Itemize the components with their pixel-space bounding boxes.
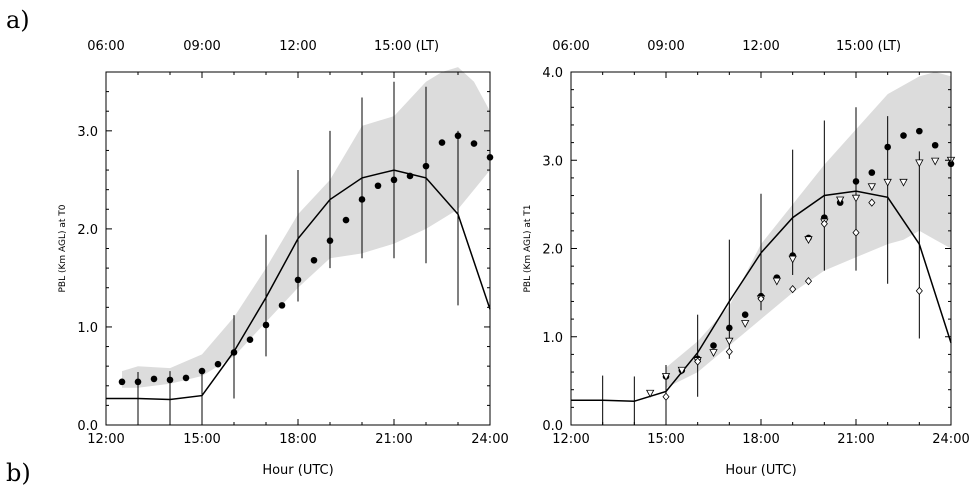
data-point-circle	[294, 276, 302, 284]
y-tick-label: 2.0	[77, 223, 98, 238]
x-tick-label: 15:00	[647, 432, 684, 447]
data-point-circle	[916, 127, 923, 135]
x-tick-label: 21:00	[837, 432, 874, 447]
top-axis-tick-label: 15:00 (LT)	[374, 39, 439, 54]
data-point-diamond	[789, 284, 797, 294]
data-point-circle	[710, 342, 717, 349]
data-point-circle	[310, 256, 318, 264]
data-point-triangle	[677, 366, 687, 375]
spread-band	[666, 72, 951, 388]
pbl-t0-chart: 12:00 15:00 18:00 21:00 24:00 06:00 09:00 12:00…	[58, 39, 509, 478]
data-point-circle	[741, 311, 749, 318]
pbl-t1-chart: 12:00 15:00 18:00 21:00 24:00 06:00 09:00 12:00…	[523, 39, 970, 478]
mean-line	[106, 169, 491, 401]
data-point-triangle	[709, 349, 718, 357]
data-point-circle	[884, 143, 891, 151]
data-point-circle	[374, 182, 382, 190]
data-point-triangle	[772, 277, 782, 286]
x-tick-label: 18:00	[279, 432, 316, 447]
data-point-circle	[118, 378, 126, 386]
x-tick-label: 15:00	[183, 432, 220, 447]
data-point-circle	[166, 376, 174, 384]
top-axis-tick-label: 06:00	[87, 39, 124, 54]
x-axis-title: Hour (UTC)	[262, 463, 333, 478]
mean-line	[571, 190, 952, 402]
x-axis-title: Hour (UTC)	[725, 463, 796, 478]
top-axis-tick-label: 15:00 (LT)	[836, 39, 901, 54]
y-tick-label: 1.0	[542, 331, 563, 346]
y-tick-label: 3.0	[77, 125, 98, 140]
panel-label-b: b)	[6, 459, 31, 487]
panel-label-a: a)	[6, 6, 30, 34]
data-point-circle	[470, 140, 478, 147]
data-point-circle	[422, 162, 430, 170]
data-point-triangle	[740, 320, 750, 328]
data-point-circle	[134, 378, 142, 386]
data-point-triangle	[788, 255, 797, 264]
x-tick-label: 12:00	[552, 432, 589, 447]
data-point-circle	[358, 196, 366, 203]
data-point-circle	[326, 237, 334, 244]
data-point-triangle	[835, 196, 845, 205]
data-point-circle	[852, 178, 860, 185]
x-tick-label: 21:00	[375, 432, 412, 447]
data-point-diamond	[852, 228, 860, 237]
data-point-diamond	[915, 286, 923, 295]
data-point-circle	[390, 176, 398, 184]
top-axis-tick-label: 09:00	[647, 39, 684, 54]
data-point-circle	[262, 321, 270, 329]
data-point-circle	[342, 216, 350, 224]
y-axis-title: PBL (Km AGL) at T1	[523, 204, 533, 292]
data-point-triangle	[899, 178, 908, 187]
y-tick-label: 1.0	[77, 321, 98, 336]
data-point-diamond	[804, 277, 813, 286]
data-point-triangle	[645, 389, 655, 398]
data-point-triangle	[661, 373, 671, 381]
data-point-circle	[214, 360, 222, 368]
y-tick-label: 2.0	[542, 243, 563, 258]
spread-band	[122, 67, 490, 388]
y-axis-title: PBL (Km AGL) at T0	[58, 204, 68, 292]
data-point-circle	[726, 324, 733, 332]
data-point-circle	[438, 139, 446, 146]
data-point-triangle	[883, 178, 892, 187]
data-point-circle	[230, 349, 238, 356]
data-point-circle	[406, 172, 414, 180]
x-tick-label: 12:00	[87, 432, 124, 447]
data-point-diamond	[694, 357, 702, 366]
x-tick-label: 24:00	[471, 432, 508, 447]
data-point-diamond	[820, 219, 828, 228]
data-point-triangle	[804, 236, 813, 245]
x-tick-label: 18:00	[742, 432, 779, 447]
y-tick-label: 3.0	[542, 154, 563, 169]
data-point-circle	[454, 132, 462, 140]
top-axis-tick-label: 06:00	[552, 39, 589, 54]
data-point-circle	[182, 374, 190, 382]
data-point-diamond	[868, 198, 876, 207]
data-point-circle	[900, 132, 907, 139]
top-axis-tick-label: 12:00	[742, 39, 779, 54]
data-point-triangle	[725, 337, 734, 346]
data-point-triangle	[915, 159, 924, 168]
data-point-triangle	[930, 157, 940, 166]
y-tick-label: 4.0	[542, 66, 563, 81]
data-point-circle	[868, 169, 876, 176]
data-point-circle	[278, 302, 286, 309]
data-point-diamond	[725, 347, 733, 356]
top-axis-tick-label: 09:00	[183, 39, 220, 54]
data-point-triangle	[867, 183, 877, 192]
data-point-circle	[931, 141, 939, 149]
data-point-diamond	[662, 392, 670, 401]
top-axis-tick-label: 12:00	[279, 39, 316, 54]
data-point-circle	[150, 375, 158, 383]
data-point-circle	[198, 367, 206, 375]
y-tick-label: 0.0	[542, 419, 563, 434]
data-point-diamond	[757, 294, 765, 303]
data-point-circle	[246, 336, 254, 343]
x-tick-label: 24:00	[932, 432, 969, 447]
y-tick-label: 0.0	[77, 419, 98, 434]
data-point-triangle	[851, 194, 861, 203]
